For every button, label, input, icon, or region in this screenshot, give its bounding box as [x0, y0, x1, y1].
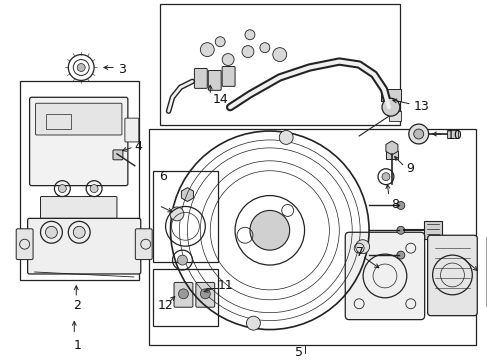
Text: 5: 5: [294, 346, 302, 359]
FancyBboxPatch shape: [41, 197, 117, 219]
Circle shape: [408, 124, 428, 144]
Circle shape: [170, 207, 183, 221]
Text: 12: 12: [157, 299, 173, 312]
Circle shape: [259, 43, 269, 53]
Circle shape: [45, 226, 57, 238]
Text: 8: 8: [390, 198, 398, 211]
Circle shape: [242, 46, 253, 58]
Circle shape: [272, 48, 286, 62]
FancyBboxPatch shape: [27, 219, 141, 274]
Bar: [46, 114, 71, 129]
Bar: [380, 89, 400, 101]
Circle shape: [77, 63, 85, 72]
FancyBboxPatch shape: [16, 229, 33, 260]
Circle shape: [178, 289, 188, 299]
Text: 1: 1: [73, 339, 81, 352]
FancyBboxPatch shape: [196, 282, 214, 307]
Circle shape: [215, 37, 224, 47]
Text: 2: 2: [73, 299, 81, 312]
Bar: [388, 111, 400, 121]
Circle shape: [249, 211, 289, 250]
Circle shape: [381, 173, 389, 181]
FancyBboxPatch shape: [36, 103, 122, 135]
Circle shape: [396, 226, 404, 234]
Circle shape: [355, 240, 369, 253]
Text: 13: 13: [413, 100, 428, 113]
FancyBboxPatch shape: [222, 67, 235, 86]
FancyBboxPatch shape: [345, 232, 424, 320]
Bar: [152, 171, 218, 262]
Circle shape: [381, 98, 399, 116]
Bar: [159, 4, 399, 125]
Circle shape: [279, 130, 292, 144]
Text: 14: 14: [212, 93, 227, 106]
Circle shape: [222, 54, 234, 66]
Text: 10: 10: [446, 130, 462, 143]
FancyBboxPatch shape: [194, 68, 207, 88]
Circle shape: [244, 30, 254, 40]
Text: 9: 9: [405, 162, 413, 175]
FancyBboxPatch shape: [208, 71, 221, 90]
FancyBboxPatch shape: [124, 118, 139, 142]
FancyBboxPatch shape: [113, 150, 122, 160]
Bar: [148, 129, 475, 346]
Circle shape: [396, 202, 404, 210]
Bar: [423, 221, 441, 239]
Bar: [446, 130, 457, 138]
FancyBboxPatch shape: [427, 235, 476, 316]
Circle shape: [396, 251, 404, 259]
Circle shape: [200, 289, 210, 299]
FancyBboxPatch shape: [486, 235, 488, 309]
Text: 6: 6: [158, 170, 166, 183]
Bar: [385, 151, 397, 159]
Circle shape: [200, 43, 214, 57]
Circle shape: [413, 129, 423, 139]
FancyBboxPatch shape: [135, 229, 152, 260]
Text: 3: 3: [118, 63, 125, 76]
Circle shape: [58, 185, 66, 193]
Circle shape: [73, 226, 85, 238]
Text: 11: 11: [217, 279, 232, 292]
Text: 7: 7: [355, 246, 364, 258]
Circle shape: [177, 255, 187, 265]
Circle shape: [90, 185, 98, 193]
FancyBboxPatch shape: [174, 282, 192, 307]
Text: 4: 4: [135, 140, 142, 153]
FancyBboxPatch shape: [30, 97, 127, 186]
Bar: [152, 269, 218, 325]
Bar: [20, 81, 139, 280]
Circle shape: [246, 316, 260, 330]
